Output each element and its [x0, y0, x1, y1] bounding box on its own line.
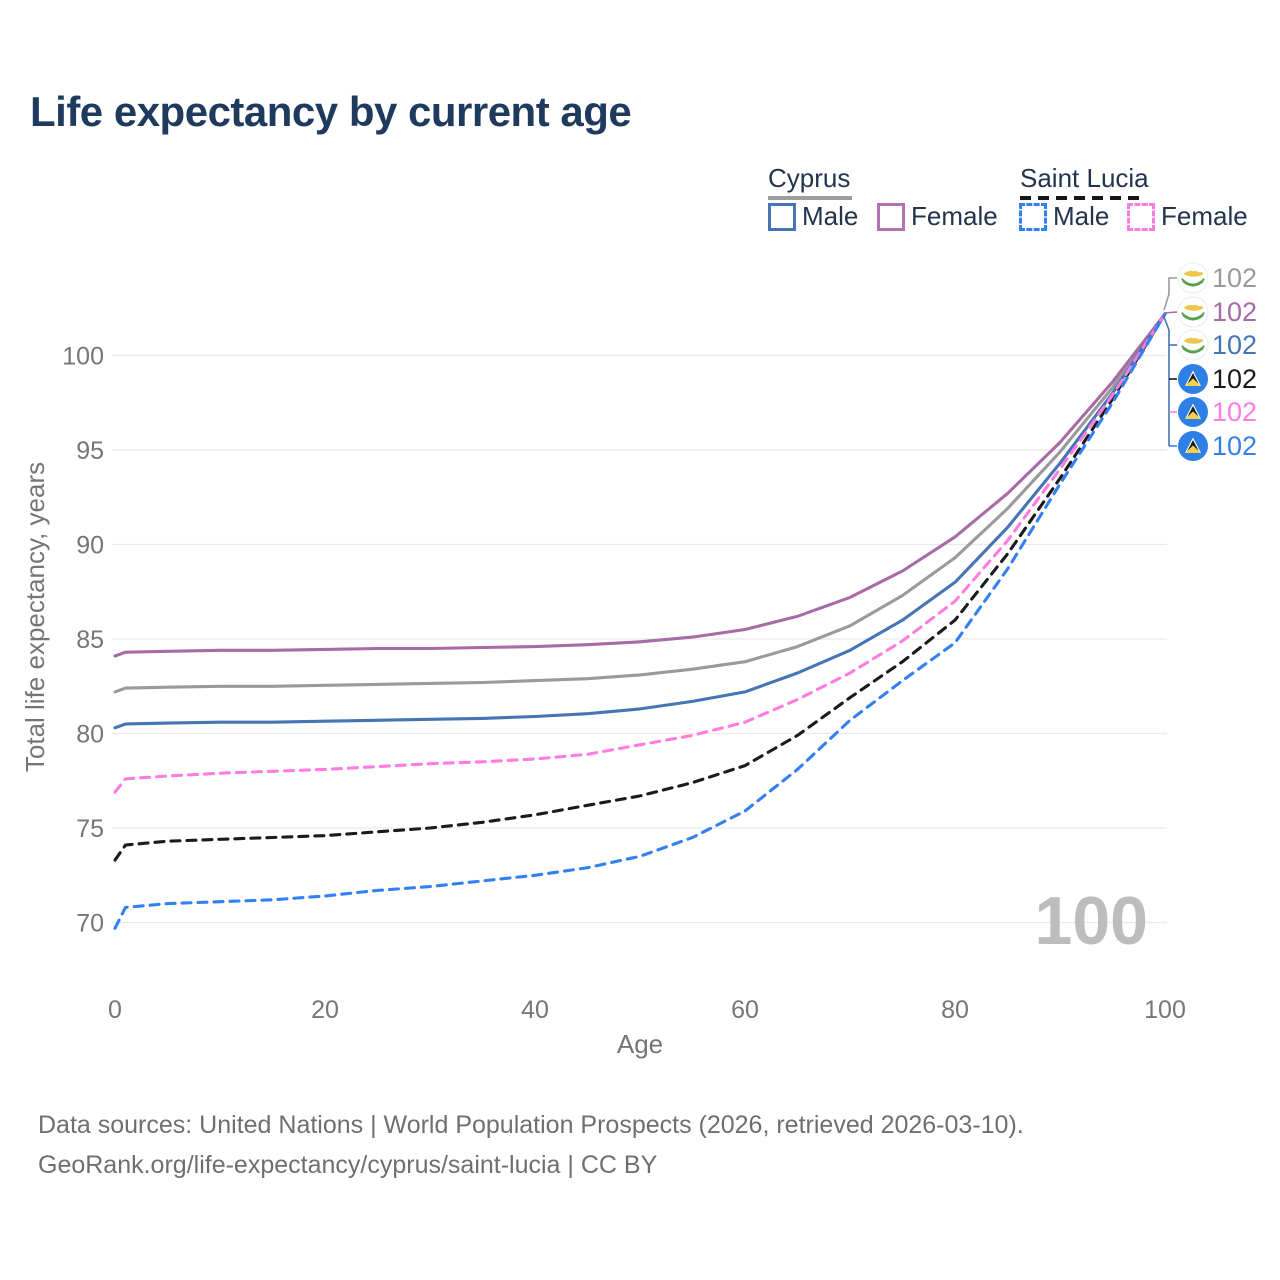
series-lines	[113, 312, 1167, 930]
series-line-cyprus-female[interactable]	[113, 312, 1167, 658]
y-tick-label: 90	[76, 532, 104, 560]
age-watermark: 100	[1035, 883, 1148, 959]
legend-label-cyprus-male[interactable]: Male	[802, 201, 859, 231]
y-tick-label: 80	[76, 721, 104, 749]
series-line-saint-lucia[interactable]	[113, 312, 1167, 862]
legend-label-saint-lucia-male[interactable]: Male	[1053, 201, 1110, 231]
leader-line	[1163, 277, 1177, 311]
y-tick-label: 95	[76, 437, 104, 465]
legend-swatch-saint-lucia-female[interactable]	[1127, 203, 1155, 231]
x-tick-label: 100	[1144, 996, 1186, 1024]
end-value-label-cyprus-female: 102	[1212, 297, 1257, 327]
saint-lucia-flag-icon	[1178, 397, 1208, 427]
x-tick-label: 80	[941, 996, 969, 1024]
x-tick-label: 0	[108, 996, 122, 1024]
cyprus-flag-icon	[1177, 262, 1209, 294]
end-value-label-cyprus: 102	[1212, 263, 1257, 293]
x-tick-label: 20	[311, 996, 339, 1024]
x-axis-title: Age	[617, 1029, 663, 1059]
legend-group-saint-lucia[interactable]: Saint Lucia	[1020, 163, 1149, 193]
legend-saint-lucia-line-sample	[1020, 196, 1145, 200]
series-line-cyprus[interactable]	[113, 312, 1167, 694]
y-tick-label: 100	[62, 343, 104, 371]
legend-swatch-cyprus-male[interactable]	[768, 203, 796, 231]
cyprus-flag-icon	[1177, 329, 1209, 361]
legend-label-saint-lucia-female[interactable]: Female	[1161, 201, 1248, 231]
leader-line	[1163, 316, 1170, 446]
leader-line	[1163, 311, 1178, 314]
x-tick-label: 60	[731, 996, 759, 1024]
y-tick-label: 85	[76, 626, 104, 654]
saint-lucia-flag-icon	[1178, 431, 1208, 461]
end-value-label-saint-lucia: 102	[1212, 364, 1257, 394]
series-line-saint-lucia-female[interactable]	[113, 312, 1167, 794]
gridlines	[112, 354, 1167, 924]
end-label-leader-lines	[1163, 277, 1178, 447]
cyprus-flag-icon	[1177, 296, 1209, 328]
legend-swatch-saint-lucia-male[interactable]	[1019, 203, 1047, 231]
data-source-note: Data sources: United Nations | World Pop…	[38, 1111, 1024, 1139]
end-value-label-saint-lucia-male: 102	[1212, 431, 1257, 461]
y-axis-title: Total life expectancy, years	[20, 462, 50, 772]
legend-group-cyprus[interactable]: Cyprus	[768, 163, 851, 193]
series-line-saint-lucia-male[interactable]	[113, 312, 1167, 930]
legend-cyprus-line-sample	[768, 196, 852, 200]
legend-label-cyprus-female[interactable]: Female	[911, 201, 998, 231]
x-tick-label: 40	[521, 996, 549, 1024]
saint-lucia-flag-icon	[1178, 364, 1208, 394]
attribution-note: GeoRank.org/life-expectancy/cyprus/saint…	[38, 1151, 658, 1179]
y-tick-label: 70	[76, 910, 104, 938]
end-value-label-saint-lucia-female: 102	[1212, 397, 1257, 427]
end-value-label-cyprus-male: 102	[1212, 330, 1257, 360]
y-tick-label: 75	[76, 815, 104, 843]
x-axis-ticks: 0 20 40 60 80 100	[108, 996, 1186, 1024]
series-line-cyprus-male[interactable]	[113, 312, 1167, 730]
legend-swatch-cyprus-female[interactable]	[877, 203, 905, 231]
page-title: Life expectancy by current age	[30, 88, 632, 135]
y-axis-ticks: 70 75 80 85 90 95 100	[62, 343, 104, 938]
